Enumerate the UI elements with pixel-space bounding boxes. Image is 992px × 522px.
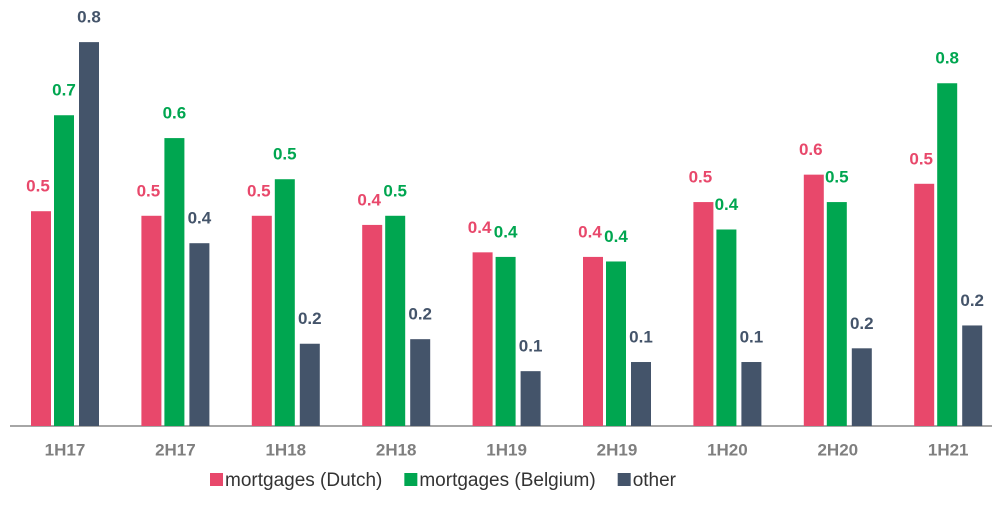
value-label: 0.6 (163, 104, 187, 123)
value-label: 0.8 (77, 8, 101, 27)
x-tick-label: 2H20 (817, 440, 858, 459)
x-tick-label: 1H17 (45, 440, 86, 459)
bar (385, 215, 406, 426)
bar (583, 256, 603, 426)
value-label: 0.5 (26, 177, 50, 196)
bar (826, 202, 847, 426)
value-label: 0.5 (383, 181, 407, 200)
bar (189, 243, 210, 426)
bar (741, 362, 762, 426)
bar (962, 325, 983, 426)
bar (54, 115, 74, 427)
bar (937, 83, 958, 426)
x-tick-label: 2H18 (376, 440, 417, 459)
bar (274, 179, 295, 426)
value-label: 0.2 (960, 291, 984, 310)
bar (299, 343, 320, 426)
bar (520, 371, 541, 426)
bar (606, 261, 626, 426)
value-label: 0.4 (494, 222, 518, 241)
bar (362, 224, 383, 426)
bar (31, 211, 51, 426)
value-label: 0.7 (52, 81, 76, 100)
legend-label: mortgages (Dutch) (225, 470, 382, 491)
x-tick-label: 1H19 (486, 440, 527, 459)
legend-swatch (617, 473, 631, 486)
value-label: 0.5 (247, 181, 271, 200)
bar (164, 138, 185, 426)
x-tick-label: 2H19 (597, 440, 638, 459)
value-label: 0.2 (408, 305, 432, 324)
legend-label: other (633, 470, 677, 491)
x-tick-label: 1H18 (265, 440, 306, 459)
bar (914, 183, 935, 426)
bar (716, 229, 737, 426)
x-tick-label: 1H21 (928, 440, 969, 459)
bar (693, 202, 714, 426)
value-label: 0.1 (740, 328, 764, 347)
value-label: 0.6 (799, 140, 823, 159)
value-label: 0.4 (578, 222, 602, 241)
value-label: 0.5 (909, 149, 933, 168)
value-label: 0.4 (715, 195, 739, 214)
value-label: 0.5 (689, 168, 713, 187)
bar (410, 339, 431, 426)
bar (141, 215, 162, 426)
value-label: 0.1 (519, 337, 543, 356)
value-label: 0.1 (629, 328, 653, 347)
value-label: 0.4 (468, 218, 492, 237)
value-label: 0.5 (137, 181, 161, 200)
value-label: 0.4 (188, 209, 212, 228)
legend-label: mortgages (Belgium) (419, 470, 595, 491)
value-label: 0.5 (273, 145, 297, 164)
bar (472, 252, 493, 426)
value-label: 0.5 (825, 168, 849, 187)
bar (851, 348, 872, 426)
bar (631, 362, 651, 426)
bar (79, 42, 99, 427)
x-tick-label: 2H17 (155, 440, 196, 459)
value-label: 0.4 (604, 227, 628, 246)
value-label: 0.2 (298, 309, 322, 328)
legend-swatch (404, 473, 418, 486)
bar (495, 256, 516, 426)
value-label: 0.4 (357, 190, 381, 209)
value-label: 0.2 (850, 314, 874, 333)
value-label: 0.8 (935, 49, 959, 68)
legend-swatch (210, 473, 223, 486)
x-tick-label: 1H20 (707, 440, 748, 459)
bar (803, 174, 824, 426)
bar (251, 215, 272, 426)
